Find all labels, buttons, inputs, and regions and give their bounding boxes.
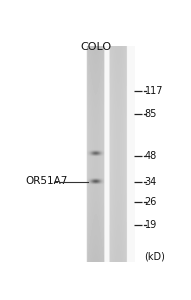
Text: (kD): (kD): [145, 252, 165, 262]
Text: 19: 19: [145, 220, 157, 230]
Text: 117: 117: [145, 85, 163, 96]
Text: 34: 34: [145, 177, 157, 187]
Text: 85: 85: [145, 109, 157, 119]
Text: 26: 26: [145, 197, 157, 207]
Text: COLO: COLO: [80, 42, 111, 52]
Text: OR51A7: OR51A7: [25, 176, 68, 186]
Text: 48: 48: [145, 152, 157, 161]
